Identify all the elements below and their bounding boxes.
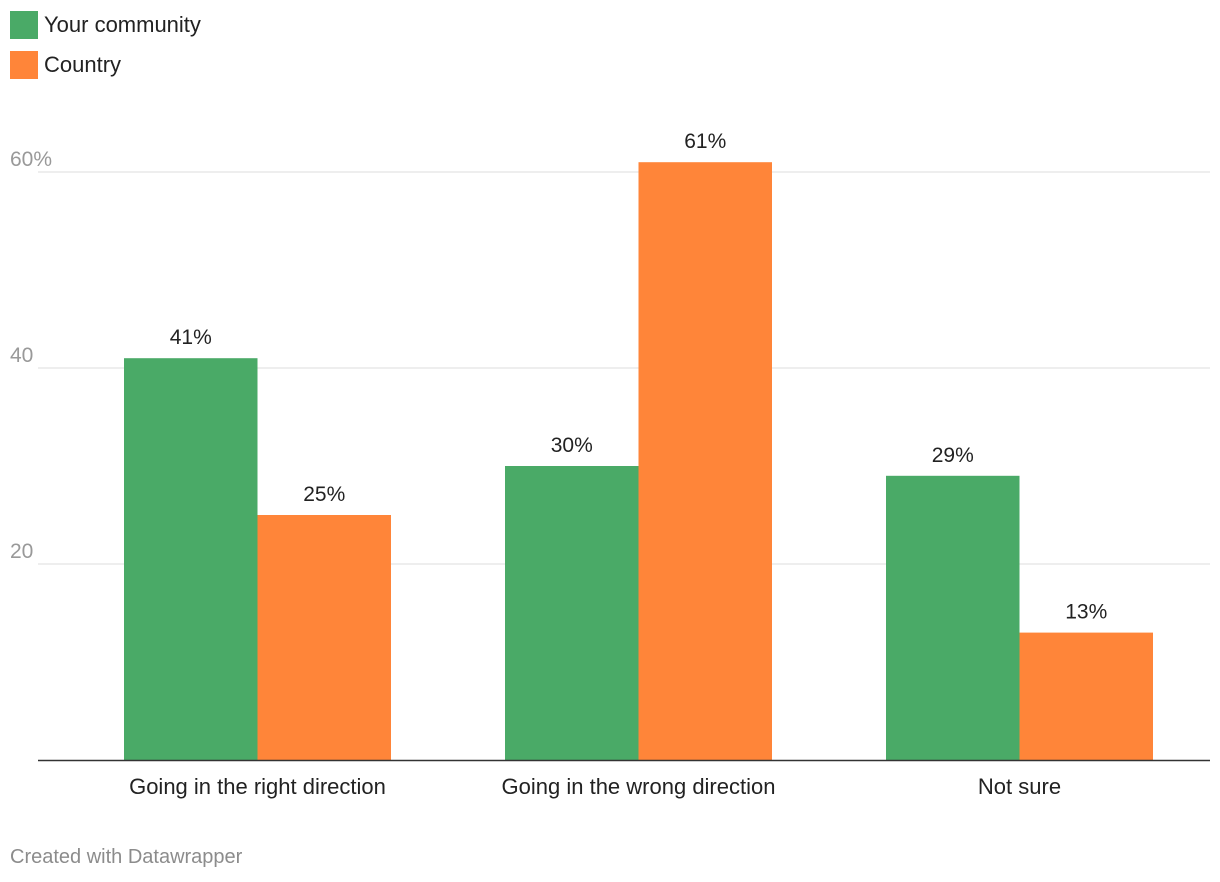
data-label-country-1: 61%: [684, 130, 726, 153]
data-label-country-2: 13%: [1065, 601, 1107, 624]
data-label-community-2: 29%: [932, 444, 974, 467]
legend-swatch-country: [10, 51, 38, 79]
bar-community-0: [124, 358, 258, 760]
y-tick-label-20: 20: [10, 540, 33, 563]
x-tick-label-2: Not sure: [978, 774, 1061, 799]
data-label-community-0: 41%: [170, 326, 212, 349]
legend-label-country: Country: [44, 52, 122, 77]
bar-community-1: [505, 466, 639, 760]
data-label-community-1: 30%: [551, 434, 593, 457]
legend-item-your-community: Your community: [10, 10, 201, 40]
legend-item-country: Country: [10, 50, 201, 80]
x-tick-label-0: Going in the right direction: [129, 774, 386, 799]
y-tick-label-40: 40: [10, 344, 33, 367]
y-tick-label-60: 60%: [10, 148, 52, 171]
chart-legend: Your community Country: [10, 10, 201, 90]
bar-country-1: [638, 162, 772, 760]
data-label-country-0: 25%: [303, 483, 345, 506]
legend-label-your-community: Your community: [44, 12, 201, 37]
bar-community-2: [886, 475, 1020, 760]
x-tick-label-1: Going in the wrong direction: [502, 774, 776, 799]
bar-country-2: [1019, 632, 1153, 760]
legend-swatch-your-community: [10, 11, 38, 39]
footer-credit: Created with Datawrapper: [10, 846, 243, 868]
bar-country-0: [257, 515, 391, 760]
